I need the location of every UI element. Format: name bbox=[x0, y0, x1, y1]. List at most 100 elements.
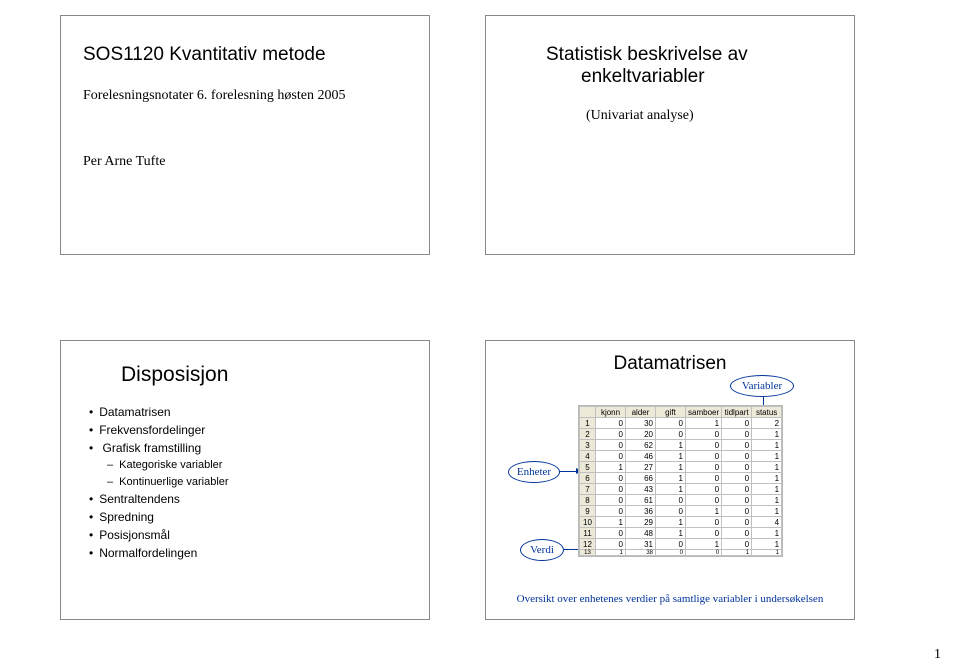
callout-label: Enheter bbox=[517, 466, 551, 478]
list-item-label: Grafisk framstilling bbox=[103, 441, 202, 455]
col-header: tidlpart bbox=[722, 407, 752, 418]
cell: 1 bbox=[656, 484, 686, 495]
cell: 0 bbox=[596, 528, 626, 539]
slide-2: Statistisk beskrivelse av enkeltvariable… bbox=[485, 15, 855, 255]
col-header: status bbox=[752, 407, 782, 418]
callout-enheter: Enheter bbox=[508, 461, 560, 483]
cell: 0 bbox=[722, 506, 752, 517]
col-header: gift bbox=[656, 407, 686, 418]
list-item: Kontinuerlige variabler bbox=[107, 474, 429, 491]
page-number: 1 bbox=[934, 647, 941, 663]
callout-label: Variabler bbox=[742, 380, 782, 392]
cell: 1 bbox=[752, 506, 782, 517]
cell: 0 bbox=[656, 429, 686, 440]
cell: 1 bbox=[596, 550, 626, 556]
slide3-list: Datamatrisen Frekvensfordelinger Grafisk… bbox=[89, 403, 429, 562]
cell: 1 bbox=[752, 429, 782, 440]
cell: 0 bbox=[722, 429, 752, 440]
slide-4: Datamatrisen Variabler Enheter Verdi kjo… bbox=[485, 340, 855, 620]
cell: 1 bbox=[596, 517, 626, 528]
cell: 0 bbox=[722, 440, 752, 451]
row-header: 1 bbox=[580, 418, 596, 429]
col-header: alder bbox=[626, 407, 656, 418]
table-row: 51271001 bbox=[580, 462, 782, 473]
cell: 0 bbox=[722, 451, 752, 462]
row-header: 8 bbox=[580, 495, 596, 506]
slide4-body: Variabler Enheter Verdi kjonn alder gift… bbox=[486, 375, 854, 613]
cell: 0 bbox=[686, 495, 722, 506]
table-row: 110481001 bbox=[580, 528, 782, 539]
cell: 0 bbox=[596, 418, 626, 429]
callout-variabler: Variabler bbox=[730, 375, 794, 397]
col-header: samboer bbox=[686, 407, 722, 418]
row-header: 10 bbox=[580, 517, 596, 528]
slide1-line1: Forelesningsnotater 6. forelesning høste… bbox=[83, 88, 429, 104]
cell: 27 bbox=[626, 462, 656, 473]
table-row: 120310101 bbox=[580, 539, 782, 550]
list-item: Posisjonsmål bbox=[89, 526, 429, 544]
cell: 0 bbox=[686, 473, 722, 484]
cell: 20 bbox=[626, 429, 656, 440]
cell: 0 bbox=[596, 429, 626, 440]
slide-1: SOS1120 Kvantitativ metode Forelesningsn… bbox=[60, 15, 430, 255]
table-row: 90360101 bbox=[580, 506, 782, 517]
cell: 2 bbox=[752, 418, 782, 429]
table-row: 40461001 bbox=[580, 451, 782, 462]
list-item: Sentraltendens bbox=[89, 490, 429, 508]
list-item: Normalfordelingen bbox=[89, 544, 429, 562]
list-item: Kategoriske variabler bbox=[107, 457, 429, 474]
list-item: Spredning bbox=[89, 508, 429, 526]
corner-cell bbox=[580, 407, 596, 418]
cell: 0 bbox=[722, 462, 752, 473]
cell: 1 bbox=[686, 539, 722, 550]
cell: 0 bbox=[686, 429, 722, 440]
cell: 0 bbox=[596, 440, 626, 451]
cell: 1 bbox=[752, 451, 782, 462]
callout-label: Verdi bbox=[530, 544, 554, 556]
table-header-row: kjonn alder gift samboer tidlpart status bbox=[580, 407, 782, 418]
cell: 0 bbox=[722, 484, 752, 495]
cell: 48 bbox=[626, 528, 656, 539]
cell: 1 bbox=[752, 550, 782, 556]
cell: 0 bbox=[656, 418, 686, 429]
table-row: 80610001 bbox=[580, 495, 782, 506]
cell: 0 bbox=[656, 539, 686, 550]
cell: 0 bbox=[722, 539, 752, 550]
arrow-icon bbox=[763, 397, 764, 405]
cell: 0 bbox=[596, 473, 626, 484]
cell: 0 bbox=[722, 517, 752, 528]
cell: 1 bbox=[656, 440, 686, 451]
cell: 66 bbox=[626, 473, 656, 484]
cell: 62 bbox=[626, 440, 656, 451]
callout-verdi: Verdi bbox=[520, 539, 564, 561]
row-header: 11 bbox=[580, 528, 596, 539]
list-item: Grafisk framstilling Kategoriske variabl… bbox=[89, 439, 429, 490]
cell: 0 bbox=[686, 440, 722, 451]
cell: 0 bbox=[686, 550, 722, 556]
cell: 1 bbox=[656, 517, 686, 528]
row-header: 6 bbox=[580, 473, 596, 484]
cell: 1 bbox=[722, 550, 752, 556]
table-row: 101291004 bbox=[580, 517, 782, 528]
table-row: 30621001 bbox=[580, 440, 782, 451]
cell: 61 bbox=[626, 495, 656, 506]
cell: 0 bbox=[596, 484, 626, 495]
cell: 0 bbox=[686, 484, 722, 495]
row-header: 3 bbox=[580, 440, 596, 451]
cell: 1 bbox=[656, 462, 686, 473]
slide4-caption: Oversikt over enhetenes verdier på samtl… bbox=[486, 593, 854, 605]
cell: 0 bbox=[722, 418, 752, 429]
cell: 0 bbox=[686, 528, 722, 539]
slide3-sublist: Kategoriske variabler Kontinuerlige vari… bbox=[107, 457, 429, 490]
table-body: 10300102 20200001 30621001 40461001 5127… bbox=[580, 418, 782, 556]
table-row: 10300102 bbox=[580, 418, 782, 429]
cell: 36 bbox=[626, 506, 656, 517]
list-item: Datamatrisen bbox=[89, 403, 429, 421]
cell: 1 bbox=[686, 506, 722, 517]
cell: 29 bbox=[626, 517, 656, 528]
row-header: 2 bbox=[580, 429, 596, 440]
cell: 1 bbox=[752, 484, 782, 495]
slide2-sub: (Univariat analyse) bbox=[586, 108, 854, 124]
cell: 46 bbox=[626, 451, 656, 462]
slide1-title: SOS1120 Kvantitativ metode bbox=[83, 44, 429, 66]
